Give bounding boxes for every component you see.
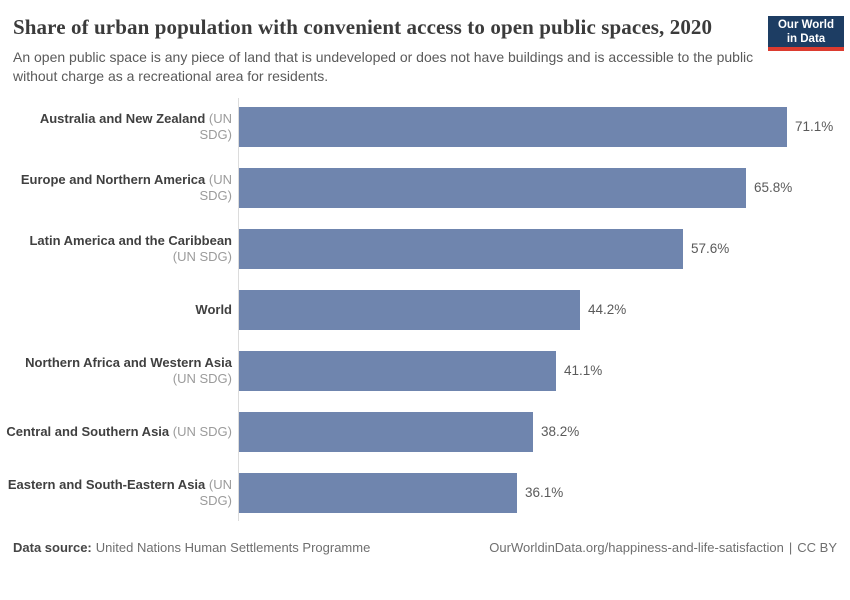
value-label: 41.1%: [564, 363, 603, 378]
chart-header: Share of urban population with convenien…: [0, 0, 850, 86]
data-source: Data source: United Nations Human Settlem…: [13, 540, 370, 555]
category-name: Latin America and the Caribbean: [29, 232, 232, 248]
bar-row: Central and Southern Asia (UN SDG) 38.2%: [0, 401, 850, 462]
owid-logo-line2: in Data: [786, 32, 826, 45]
category-name: Northern Africa and Western Asia: [25, 354, 232, 370]
category-label: Latin America and the Caribbean (UN SDG): [0, 233, 238, 265]
y-axis-line: [238, 98, 239, 521]
category-qualifier: (UN SDG): [172, 248, 232, 264]
value-label: 38.2%: [541, 424, 580, 439]
bar-row: Latin America and the Caribbean (UN SDG)…: [0, 218, 850, 279]
owid-logo: Our World in Data: [768, 16, 844, 51]
bar-rows: Australia and New Zealand (UN SDG) 71.1%…: [0, 96, 850, 523]
category-qualifier: (UN SDG): [199, 110, 233, 142]
footer-separator: |: [788, 540, 793, 555]
chart-footer: Data source: United Nations Human Settlem…: [13, 540, 837, 555]
bar[interactable]: [239, 472, 517, 513]
category-label: World: [0, 302, 238, 318]
bar-row: Australia and New Zealand (UN SDG) 71.1%: [0, 96, 850, 157]
bar-row: Europe and Northern America (UN SDG) 65.…: [0, 157, 850, 218]
category-label: Central and Southern Asia (UN SDG): [0, 424, 238, 440]
chart-subtitle: An open public space is any piece of lan…: [13, 49, 754, 84]
bar[interactable]: [239, 411, 533, 452]
bar-row: World 44.2%: [0, 279, 850, 340]
bar[interactable]: [239, 167, 746, 208]
value-label: 65.8%: [754, 180, 793, 195]
footer-note: OurWorldinData.org/happiness-and-life-sa…: [489, 540, 837, 555]
bar-chart: Australia and New Zealand (UN SDG) 71.1%…: [0, 96, 850, 523]
category-name: World: [195, 301, 232, 317]
category-name: Eastern and South-Eastern Asia: [7, 476, 206, 492]
category-qualifier: (UN SDG): [199, 171, 233, 203]
owid-url-link[interactable]: OurWorldinData.org/happiness-and-life-sa…: [489, 540, 784, 555]
category-qualifier: (UN SDG): [172, 370, 232, 386]
bar[interactable]: [239, 350, 556, 391]
category-label: Eastern and South-Eastern Asia (UN SDG): [0, 477, 238, 509]
category-qualifier: (UN SDG): [169, 423, 232, 439]
bar-row: Northern Africa and Western Asia (UN SDG…: [0, 340, 850, 401]
category-label: Australia and New Zealand (UN SDG): [0, 111, 238, 143]
license-label[interactable]: CC BY: [797, 540, 837, 555]
bar-row: Eastern and South-Eastern Asia (UN SDG) …: [0, 462, 850, 523]
value-label: 57.6%: [691, 241, 730, 256]
category-name: Europe and Northern America: [20, 171, 206, 187]
category-name: Australia and New Zealand: [39, 110, 206, 126]
value-label: 44.2%: [588, 302, 627, 317]
category-label: Europe and Northern America (UN SDG): [0, 172, 238, 204]
chart-title: Share of urban population with convenien…: [13, 15, 713, 39]
category-label: Northern Africa and Western Asia (UN SDG…: [0, 355, 238, 387]
data-source-label: Data source:: [13, 540, 92, 555]
bar[interactable]: [239, 289, 580, 330]
value-label: 36.1%: [525, 485, 564, 500]
category-qualifier: (UN SDG): [199, 476, 233, 508]
bar[interactable]: [239, 106, 787, 147]
value-label: 71.1%: [795, 119, 834, 134]
owid-logo-line1: Our World: [777, 18, 834, 31]
data-source-value: United Nations Human Settlements Program…: [95, 540, 371, 555]
bar[interactable]: [239, 228, 683, 269]
category-name: Central and Southern Asia: [6, 423, 170, 439]
